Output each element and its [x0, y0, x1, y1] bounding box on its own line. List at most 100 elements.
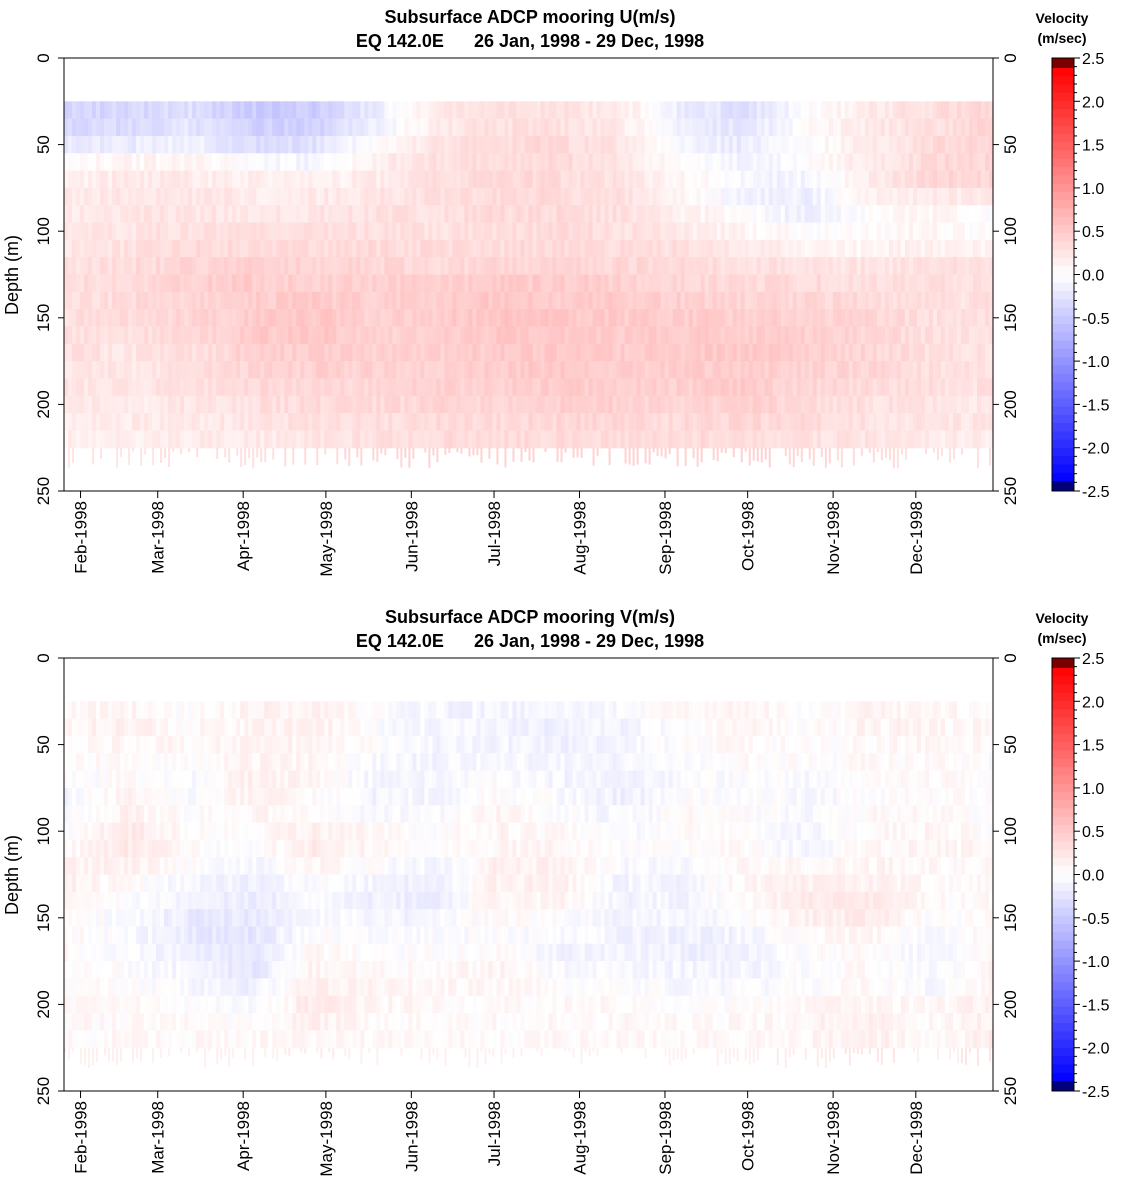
heatmap-cell — [108, 187, 113, 206]
heatmap-cell — [356, 274, 361, 293]
heatmap-cell — [780, 135, 786, 154]
heatmap-cell — [308, 205, 313, 224]
heatmap-cell — [648, 291, 654, 310]
heatmap-cell — [472, 135, 478, 154]
heatmap-cell — [164, 153, 169, 172]
heatmap-cell — [620, 430, 626, 449]
heatmap-cell — [128, 326, 133, 345]
heatmap-cell — [464, 395, 470, 414]
heatmap-cell — [512, 170, 518, 189]
colorbar-segment — [1052, 365, 1074, 375]
heatmap-cell — [64, 222, 69, 241]
heatmap-cell — [356, 430, 361, 449]
heatmap-cell — [920, 291, 926, 310]
heatmap-cell — [380, 447, 383, 454]
heatmap-cell — [172, 274, 177, 293]
heatmap-cell — [284, 187, 289, 206]
heatmap-cell — [708, 361, 714, 380]
heatmap-cell — [836, 326, 842, 345]
heatmap-cell — [720, 274, 726, 293]
heatmap-cell — [420, 361, 425, 380]
heatmap-cell — [412, 118, 417, 137]
colorbar-segment — [1052, 398, 1074, 408]
heatmap-cell — [556, 326, 562, 345]
colorbar-tick-label: 2.5 — [1082, 51, 1104, 68]
heatmap-cell — [268, 257, 273, 276]
heatmap-cell — [664, 309, 670, 328]
heatmap-cell — [108, 205, 113, 224]
heatmap-cell — [512, 118, 518, 137]
heatmap-cell — [720, 309, 726, 328]
heatmap-cell — [660, 378, 666, 397]
heatmap-cell — [520, 222, 526, 241]
heatmap-cell — [172, 430, 177, 449]
heatmap-cell — [72, 309, 77, 328]
heatmap-cell — [680, 135, 686, 154]
heatmap-cell — [808, 239, 814, 258]
heatmap-cell — [888, 326, 894, 345]
heatmap-cell — [572, 291, 578, 310]
heatmap-cell — [984, 101, 990, 120]
heatmap-cell — [536, 101, 542, 120]
heatmap-cell — [636, 153, 642, 172]
heatmap-cell — [596, 291, 602, 310]
heatmap-cell — [752, 187, 758, 206]
heatmap-cell — [736, 378, 742, 397]
heatmap-cell — [716, 257, 722, 276]
x-tick-label: Nov-1998 — [824, 501, 843, 575]
heatmap-cell — [824, 170, 830, 189]
heatmap-cell — [352, 118, 357, 137]
heatmap-cell — [604, 361, 610, 380]
y-tick-label: 0 — [34, 53, 53, 62]
heatmap-cell — [872, 395, 878, 414]
heatmap-cell — [504, 239, 510, 258]
heatmap-cell — [900, 430, 906, 449]
heatmap-cell — [720, 222, 726, 241]
heatmap-cell — [708, 309, 714, 328]
heatmap-cell — [952, 257, 958, 276]
heatmap-cell — [212, 170, 217, 189]
heatmap-cell — [400, 447, 403, 468]
heatmap-cell — [852, 170, 858, 189]
heatmap-cell — [692, 187, 698, 206]
heatmap-cell — [548, 239, 554, 258]
heatmap-cell — [900, 274, 906, 293]
heatmap-cell — [824, 413, 830, 431]
heatmap-cell — [448, 309, 454, 328]
heatmap-cell — [704, 326, 710, 345]
heatmap-cell — [576, 187, 582, 206]
heatmap-cell — [372, 326, 377, 345]
heatmap-cell — [908, 395, 914, 414]
heatmap-cell — [840, 430, 846, 449]
heatmap-cell — [204, 361, 209, 380]
heatmap-cell — [788, 153, 794, 172]
colorbar-tick-label: -0.5 — [1082, 311, 1110, 328]
heatmap-cell — [100, 701, 105, 720]
heatmap-cell — [668, 205, 674, 224]
x-tick-label: Dec-1998 — [907, 501, 926, 575]
heatmap-cell — [84, 205, 89, 224]
heatmap-cell — [464, 170, 470, 189]
heatmap-cell — [260, 187, 265, 206]
heatmap-cell — [332, 187, 337, 206]
heatmap-cell — [588, 222, 594, 241]
heatmap-cell — [224, 118, 229, 137]
heatmap-cell — [688, 135, 694, 154]
heatmap-cell — [900, 187, 906, 206]
heatmap-cell — [320, 222, 325, 241]
heatmap-cell — [728, 153, 734, 172]
heatmap-cell — [168, 326, 173, 345]
heatmap-cell — [936, 170, 942, 189]
heatmap-cell — [592, 153, 598, 172]
heatmap-cell — [736, 187, 742, 206]
heatmap-cell — [484, 361, 490, 380]
heatmap-cell — [76, 118, 81, 137]
heatmap-cell — [200, 135, 205, 154]
heatmap-cell — [476, 447, 479, 456]
heatmap-cell — [688, 395, 694, 414]
heatmap-cell — [468, 222, 474, 241]
heatmap-cell — [656, 153, 662, 172]
heatmap-cell — [756, 257, 762, 276]
heatmap-cell — [896, 135, 902, 154]
heatmap-cell — [604, 205, 610, 224]
